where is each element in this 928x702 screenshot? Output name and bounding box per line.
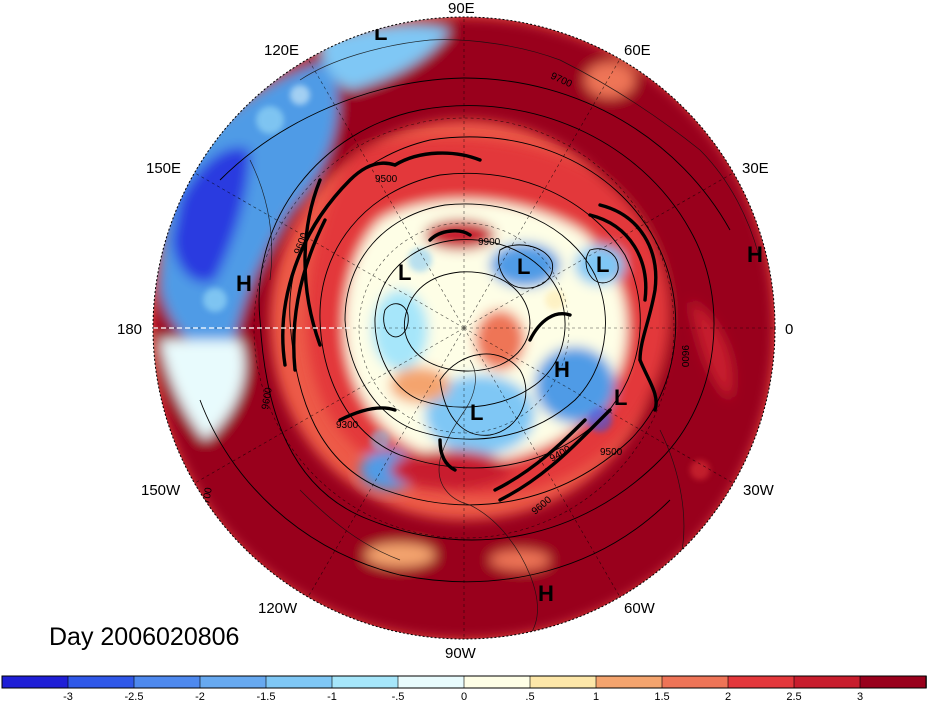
colorbar-swatch [793, 675, 861, 689]
coastlines [249, 39, 761, 636]
low-pressure-marker: L [596, 252, 609, 277]
colorbar-swatch [265, 675, 333, 689]
high-pressure-marker: H [554, 357, 570, 382]
contour-label: 9500 [375, 174, 398, 185]
colorbar-tick-label: 1 [593, 691, 599, 702]
contour-label: 9300 [336, 420, 359, 431]
colorbar-tick-label: 2.5 [786, 691, 801, 702]
colorbar-tick-label: -3 [63, 691, 73, 702]
colorbar-tick-label: .5 [525, 691, 534, 702]
low-pressure-marker: L [398, 260, 411, 285]
colorbar-tick-label: -2.5 [125, 691, 144, 702]
high-pressure-marker: H [538, 581, 554, 606]
colorbar-tick-label: -2 [195, 691, 205, 702]
colorbar-swatch [133, 675, 201, 689]
colorbar-tick-label: 0 [461, 691, 467, 702]
low-pressure-marker: L [614, 385, 627, 410]
date-label: Day 2006020806 [49, 623, 239, 651]
colorbar-swatch [1, 675, 69, 689]
lon-label-90w: 90W [445, 645, 477, 662]
colorbar-swatch [331, 675, 399, 689]
thin-contours [199, 77, 731, 583]
high-pressure-marker: H [747, 242, 763, 267]
colorbar-swatch [859, 675, 927, 689]
colorbar-swatch [463, 675, 531, 689]
contour-label: 9900 [478, 237, 501, 248]
lon-label-150w: 150W [141, 482, 181, 499]
contour-label: 9600 [260, 386, 275, 410]
jet-contours [281, 151, 658, 502]
lon-label-30w: 30W [743, 482, 775, 499]
lon-label-180: 180 [117, 321, 142, 338]
lon-label-120e: 120E [264, 42, 299, 59]
contour-label: 9600 [679, 345, 690, 368]
lon-label-0: 0 [785, 321, 793, 338]
colorbar-swatch [529, 675, 597, 689]
lon-label-60e: 60E [624, 42, 651, 59]
lon-label-120w: 120W [258, 600, 298, 617]
low-pressure-marker: L [470, 400, 483, 425]
graticule [153, 17, 775, 639]
low-pressure-marker: L [374, 20, 387, 45]
colorbar-swatch [199, 675, 267, 689]
colorbar-tick-labels: -3 -2.5 -2 -1.5 -1 -.5 0 .5 1 1.5 2 2.5 3 [63, 691, 863, 702]
colorbar-tick-label: 3 [857, 691, 863, 702]
lon-label-30e: 30E [742, 160, 769, 177]
colorbar-swatch [595, 675, 663, 689]
colorbar-tick-label: -1.5 [257, 691, 276, 702]
colorbar-tick-label: -.5 [392, 691, 405, 702]
colorbar-tick-label: 1.5 [654, 691, 669, 702]
low-pressure-marker: L [517, 254, 530, 279]
colorbar-frame [1, 675, 927, 689]
colorbar-swatches [1, 675, 927, 689]
longitude-labels: 90E 120E 60E 150E 30E 180 0 150W 30W 120… [117, 0, 793, 662]
colorbar-swatch [397, 675, 465, 689]
colorbar-tick-label: -1 [327, 691, 337, 702]
high-pressure-marker: H [236, 271, 252, 296]
colorbar-swatch [727, 675, 795, 689]
colorbar-swatch [67, 675, 135, 689]
lon-label-150e: 150E [146, 160, 181, 177]
map-boundary [152, 16, 776, 640]
polar-disk: 9700 9600 9500 9900 9300 9600 9400 9500 … [153, 17, 775, 639]
lon-label-90e: 90E [448, 0, 475, 17]
colorbar-swatch [661, 675, 729, 689]
lon-label-60w: 60W [624, 600, 656, 617]
colorbar: -3 -2.5 -2 -1.5 -1 -.5 0 .5 1 1.5 2 2.5 3 [1, 675, 927, 702]
contour-label: 9500 [600, 447, 623, 458]
colorbar-tick-label: 2 [725, 691, 731, 702]
